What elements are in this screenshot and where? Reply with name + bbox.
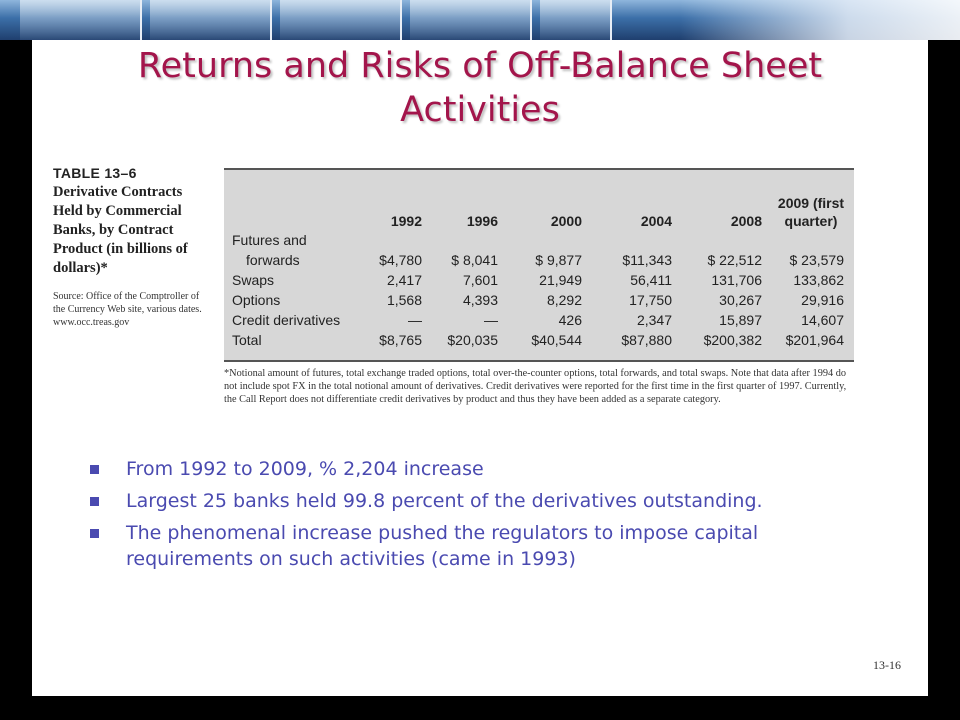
spacer-cell bbox=[682, 350, 772, 360]
table-cell: $40,544 bbox=[508, 330, 592, 350]
spacer-cell bbox=[224, 350, 362, 360]
column-header: 2000 bbox=[508, 170, 592, 230]
table-cell: 8,292 bbox=[508, 290, 592, 310]
table-footnote: *Notional amount of futures, total excha… bbox=[224, 368, 847, 405]
table-cell: $ 9,877 bbox=[508, 250, 592, 270]
bullet-text: From 1992 to 2009, % 2,204 increase bbox=[126, 458, 484, 480]
table-cell: — bbox=[432, 310, 508, 330]
data-table: 1992 1996 2000 2004 2008 2009 (first qua… bbox=[224, 170, 854, 360]
banner-pane bbox=[280, 0, 402, 40]
derivatives-table: 1992 1996 2000 2004 2008 2009 (first qua… bbox=[224, 168, 854, 406]
table-cell: $8,765 bbox=[362, 330, 432, 350]
table-row: forwards $4,780 $ 8,041 $ 9,877 $11,343 $ 22,… bbox=[224, 250, 854, 270]
table-cell bbox=[432, 230, 508, 250]
column-header: 2009 (first quarter) bbox=[772, 170, 854, 230]
square-bullet-icon bbox=[90, 497, 99, 506]
table-row: Futures and bbox=[224, 230, 854, 250]
column-header: 1996 bbox=[432, 170, 508, 230]
square-bullet-icon bbox=[90, 529, 99, 538]
table-source: Source: Office of the Comptroller of the… bbox=[53, 291, 202, 328]
table-cell: 1,568 bbox=[362, 290, 432, 310]
table-cell: 426 bbox=[508, 310, 592, 330]
table-number: TABLE 13–6 bbox=[53, 165, 137, 181]
table-cell: $20,035 bbox=[432, 330, 508, 350]
bottom-border bbox=[0, 696, 960, 720]
bullet-item: Largest 25 banks held 99.8 percent of th… bbox=[90, 488, 890, 514]
table-cell: 4,393 bbox=[432, 290, 508, 310]
table-cell: 21,949 bbox=[508, 270, 592, 290]
bullet-item: From 1992 to 2009, % 2,204 increase bbox=[90, 456, 890, 482]
table-cell: $11,343 bbox=[592, 250, 682, 270]
table-cell: $200,382 bbox=[682, 330, 772, 350]
spacer-cell bbox=[432, 350, 508, 360]
bullet-item: The phenomenal increase pushed the regul… bbox=[90, 520, 890, 572]
banner-pane bbox=[150, 0, 272, 40]
table-cell bbox=[362, 230, 432, 250]
spacer-cell bbox=[592, 350, 682, 360]
table-cell: $4,780 bbox=[362, 250, 432, 270]
column-header bbox=[224, 170, 362, 230]
table-cell: 15,897 bbox=[682, 310, 772, 330]
spacer-cell bbox=[508, 350, 592, 360]
table-cell: 7,601 bbox=[432, 270, 508, 290]
table-row: Options 1,568 4,393 8,292 17,750 30,267 29,916 bbox=[224, 290, 854, 310]
table-cell bbox=[682, 230, 772, 250]
row-label: Total bbox=[224, 330, 362, 350]
row-label: forwards bbox=[224, 250, 362, 270]
right-border bbox=[928, 40, 960, 720]
banner-pane bbox=[20, 0, 142, 40]
table-header-row: 1992 1996 2000 2004 2008 2009 (first qua… bbox=[224, 170, 854, 230]
column-header: 2008 bbox=[682, 170, 772, 230]
banner-pane bbox=[540, 0, 612, 40]
table-cell: 133,862 bbox=[772, 270, 854, 290]
table-cell: $ 23,579 bbox=[772, 250, 854, 270]
column-header: 1992 bbox=[362, 170, 432, 230]
table-cell: 30,267 bbox=[682, 290, 772, 310]
table-row: Total $8,765 $20,035 $40,544 $87,880 $200,382… bbox=[224, 330, 854, 350]
title-line-2: Activities bbox=[400, 90, 560, 130]
table-cell: 17,750 bbox=[592, 290, 682, 310]
table-bottom-rule bbox=[224, 360, 854, 362]
spacer-cell bbox=[772, 350, 854, 360]
bullet-text: Largest 25 banks held 99.8 percent of th… bbox=[126, 490, 763, 512]
table-cell: $ 8,041 bbox=[432, 250, 508, 270]
table-cell: $ 22,512 bbox=[682, 250, 772, 270]
slide-title: Returns and Risks of Off-Balance Sheet A… bbox=[32, 44, 928, 132]
table-spacer-row bbox=[224, 350, 854, 360]
row-label: Swaps bbox=[224, 270, 362, 290]
table-cell: 29,916 bbox=[772, 290, 854, 310]
table-cell bbox=[772, 230, 854, 250]
table-cell bbox=[508, 230, 592, 250]
left-border bbox=[0, 40, 32, 720]
slide-canvas: Returns and Risks of Off-Balance Sheet A… bbox=[32, 40, 928, 696]
bullet-list: From 1992 to 2009, % 2,204 increase Larg… bbox=[90, 456, 890, 578]
table-cell: $87,880 bbox=[592, 330, 682, 350]
spacer-cell bbox=[362, 350, 432, 360]
row-label: Options bbox=[224, 290, 362, 310]
table-cell: 2,347 bbox=[592, 310, 682, 330]
table-cell: 56,411 bbox=[592, 270, 682, 290]
table-cell: — bbox=[362, 310, 432, 330]
slide-number: 13-16 bbox=[873, 658, 901, 672]
table-cell: 14,607 bbox=[772, 310, 854, 330]
table-caption: TABLE 13–6 Derivative Contracts Held by … bbox=[53, 165, 203, 329]
square-bullet-icon bbox=[90, 465, 99, 474]
bullet-text: The phenomenal increase pushed the regul… bbox=[126, 522, 759, 570]
row-label: Credit derivatives bbox=[224, 310, 362, 330]
top-banner bbox=[0, 0, 960, 40]
column-header: 2004 bbox=[592, 170, 682, 230]
table-description: Derivative Contracts Held by Commercial … bbox=[53, 184, 188, 276]
table-row: Credit derivatives — —426 2,347 15,897 14,607 bbox=[224, 310, 854, 330]
table-row: Swaps 2,417 7,601 21,949 56,411 131,706 133,86… bbox=[224, 270, 854, 290]
row-label: Futures and bbox=[224, 230, 362, 250]
table-cell: $201,964 bbox=[772, 330, 854, 350]
banner-pane bbox=[410, 0, 532, 40]
table-cell: 131,706 bbox=[682, 270, 772, 290]
table-cell: 2,417 bbox=[362, 270, 432, 290]
table-cell bbox=[592, 230, 682, 250]
title-line-1: Returns and Risks of Off-Balance Sheet bbox=[137, 46, 823, 86]
banner-glow bbox=[680, 0, 960, 40]
table-top-rule bbox=[224, 168, 854, 170]
